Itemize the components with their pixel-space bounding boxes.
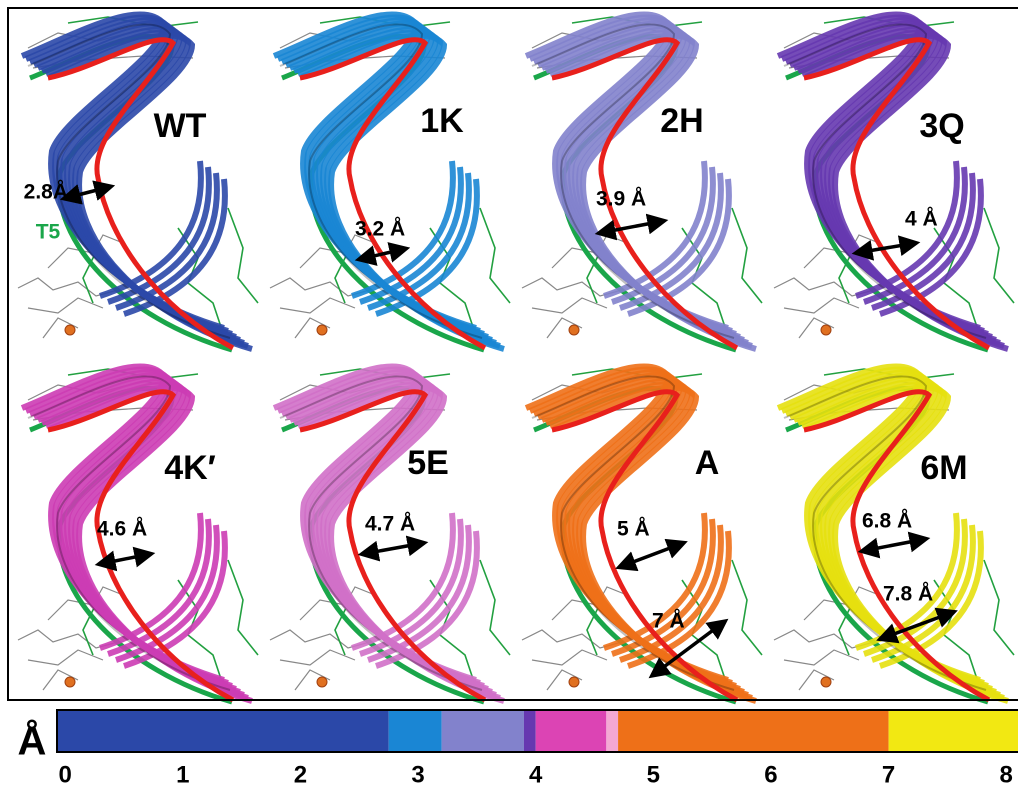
colorbar-segment	[57, 710, 389, 752]
colorbar-tick-label: 2	[294, 761, 307, 787]
distance-arrow	[868, 540, 920, 550]
colorbar: Å 0 1 2 3 4 5 6 7 8	[18, 710, 1018, 787]
atom	[821, 325, 831, 335]
panel-label: 5E	[407, 444, 449, 482]
panel: 4K′ 4.6 Å	[18, 366, 258, 702]
atom	[65, 677, 75, 687]
atom	[65, 325, 75, 335]
panel: 5E 4.7 Å	[270, 366, 510, 702]
distance-arrow	[105, 555, 145, 563]
panel: A 5 Å 7 Å	[522, 366, 762, 702]
atom	[317, 325, 327, 335]
colorbar-segment	[606, 710, 618, 752]
distance-label: 3.9 Å	[596, 187, 646, 211]
panel: 1K 3.2 Å	[270, 14, 510, 350]
distance-label: 4 Å	[905, 207, 938, 231]
panels: WT 2.8Å T5 1K 3.2 Å 2H 3.9 Å 3Q 4 Å 4K′ 4.6 Å 5E 4.7…	[18, 14, 1014, 702]
atom	[569, 677, 579, 687]
atom	[821, 677, 831, 687]
panel-label: 3Q	[919, 107, 964, 145]
colorbar-tick-label: 1	[176, 761, 189, 787]
distance-arrow	[368, 544, 418, 553]
distance-label: 6.8 Å	[862, 509, 912, 533]
colorbar-tick-label: 3	[411, 761, 424, 787]
distance-label: 4.6 Å	[97, 517, 147, 541]
panel-label: 2H	[660, 102, 703, 140]
distance-label: 7 Å	[652, 609, 685, 633]
colorbar-segment	[389, 710, 442, 752]
panel-label: 4K′	[164, 449, 216, 487]
colorbar-tick-label: 7	[882, 761, 895, 787]
distance-label: 3.2 Å	[355, 217, 405, 241]
panel-label: 6M	[920, 449, 967, 487]
colorbar-tick-label: 6	[764, 761, 777, 787]
figure: WT 2.8Å T5 1K 3.2 Å 2H 3.9 Å 3Q 4 Å 4K′ 4.6 Å 5E 4.7…	[0, 0, 1018, 787]
atom	[317, 677, 327, 687]
colorbar-segment	[524, 710, 536, 752]
distance-label: 4.7 Å	[365, 512, 415, 536]
distance-arrow	[625, 545, 678, 565]
distance-label: 5 Å	[617, 517, 650, 541]
panel: 2H 3.9 Å	[522, 14, 762, 350]
colorbar-segment	[889, 710, 1018, 752]
colorbar-unit: Å	[18, 719, 47, 764]
strand-label: T5	[36, 221, 61, 244]
colorbar-tick-label: 8	[1000, 761, 1013, 787]
panel: 3Q 4 Å	[774, 14, 1014, 350]
atom	[569, 325, 579, 335]
panel-label: 1K	[420, 102, 464, 140]
distance-label: 7.8 Å	[883, 582, 933, 606]
colorbar-tick-label: 5	[647, 761, 660, 787]
panel: 6M 6.8 Å 7.8 Å	[774, 366, 1014, 702]
panel-label: A	[695, 444, 720, 482]
colorbar-tick-label: 4	[529, 761, 543, 787]
colorbar-segment	[442, 710, 524, 752]
colorbar-segment	[536, 710, 607, 752]
distance-label: 2.8Å	[24, 180, 68, 204]
panel: WT 2.8Å T5	[18, 14, 258, 350]
colorbar-segment	[618, 710, 889, 752]
panel-label: WT	[154, 107, 207, 145]
colorbar-tick-label: 0	[59, 761, 72, 787]
distance-arrow	[605, 222, 658, 232]
